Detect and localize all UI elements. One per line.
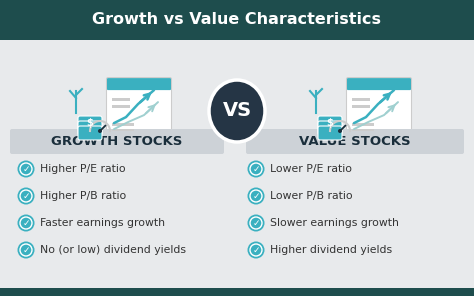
Text: ✓: ✓ — [22, 219, 30, 228]
Circle shape — [18, 242, 35, 258]
FancyBboxPatch shape — [318, 116, 342, 130]
FancyBboxPatch shape — [112, 105, 130, 108]
Circle shape — [18, 160, 35, 178]
FancyBboxPatch shape — [107, 78, 171, 90]
Circle shape — [18, 187, 35, 205]
FancyBboxPatch shape — [318, 126, 342, 140]
Text: $: $ — [87, 118, 93, 128]
Text: Higher P/B ratio: Higher P/B ratio — [40, 191, 126, 201]
FancyBboxPatch shape — [352, 129, 374, 131]
FancyBboxPatch shape — [112, 98, 130, 101]
FancyBboxPatch shape — [107, 78, 172, 139]
Circle shape — [18, 215, 35, 231]
Text: VALUE STOCKS: VALUE STOCKS — [299, 135, 411, 148]
FancyBboxPatch shape — [318, 121, 342, 135]
Text: Faster earnings growth: Faster earnings growth — [40, 218, 165, 228]
Circle shape — [247, 215, 264, 231]
Text: ✓: ✓ — [252, 192, 260, 201]
Text: Lower P/B ratio: Lower P/B ratio — [270, 191, 353, 201]
Ellipse shape — [209, 80, 265, 142]
Text: ✓: ✓ — [252, 165, 260, 174]
Text: Lower P/E ratio: Lower P/E ratio — [270, 164, 352, 174]
Text: GROWTH STOCKS: GROWTH STOCKS — [51, 135, 182, 148]
Text: ✓: ✓ — [252, 246, 260, 255]
FancyBboxPatch shape — [352, 123, 374, 126]
Text: Higher dividend yields: Higher dividend yields — [270, 245, 392, 255]
Circle shape — [98, 129, 102, 133]
FancyBboxPatch shape — [112, 129, 134, 131]
Text: No (or low) dividend yields: No (or low) dividend yields — [40, 245, 186, 255]
Text: VS: VS — [222, 102, 252, 120]
Circle shape — [338, 129, 342, 133]
Text: ✓: ✓ — [22, 192, 30, 201]
Text: Higher P/E ratio: Higher P/E ratio — [40, 164, 126, 174]
FancyBboxPatch shape — [347, 78, 411, 90]
FancyBboxPatch shape — [0, 40, 474, 288]
Text: Growth vs Value Characteristics: Growth vs Value Characteristics — [92, 12, 382, 28]
Text: ✓: ✓ — [22, 165, 30, 174]
FancyBboxPatch shape — [78, 121, 102, 135]
FancyBboxPatch shape — [112, 123, 134, 126]
FancyBboxPatch shape — [0, 0, 474, 40]
Circle shape — [247, 242, 264, 258]
Text: $: $ — [327, 118, 333, 128]
Text: ✓: ✓ — [252, 219, 260, 228]
FancyBboxPatch shape — [78, 116, 102, 130]
Circle shape — [247, 160, 264, 178]
Text: Slower earnings growth: Slower earnings growth — [270, 218, 399, 228]
FancyBboxPatch shape — [352, 98, 370, 101]
Circle shape — [247, 187, 264, 205]
FancyBboxPatch shape — [0, 288, 474, 296]
FancyBboxPatch shape — [352, 105, 370, 108]
FancyBboxPatch shape — [78, 126, 102, 140]
FancyBboxPatch shape — [10, 129, 224, 154]
FancyBboxPatch shape — [346, 78, 411, 139]
Text: ✓: ✓ — [22, 246, 30, 255]
FancyBboxPatch shape — [246, 129, 464, 154]
